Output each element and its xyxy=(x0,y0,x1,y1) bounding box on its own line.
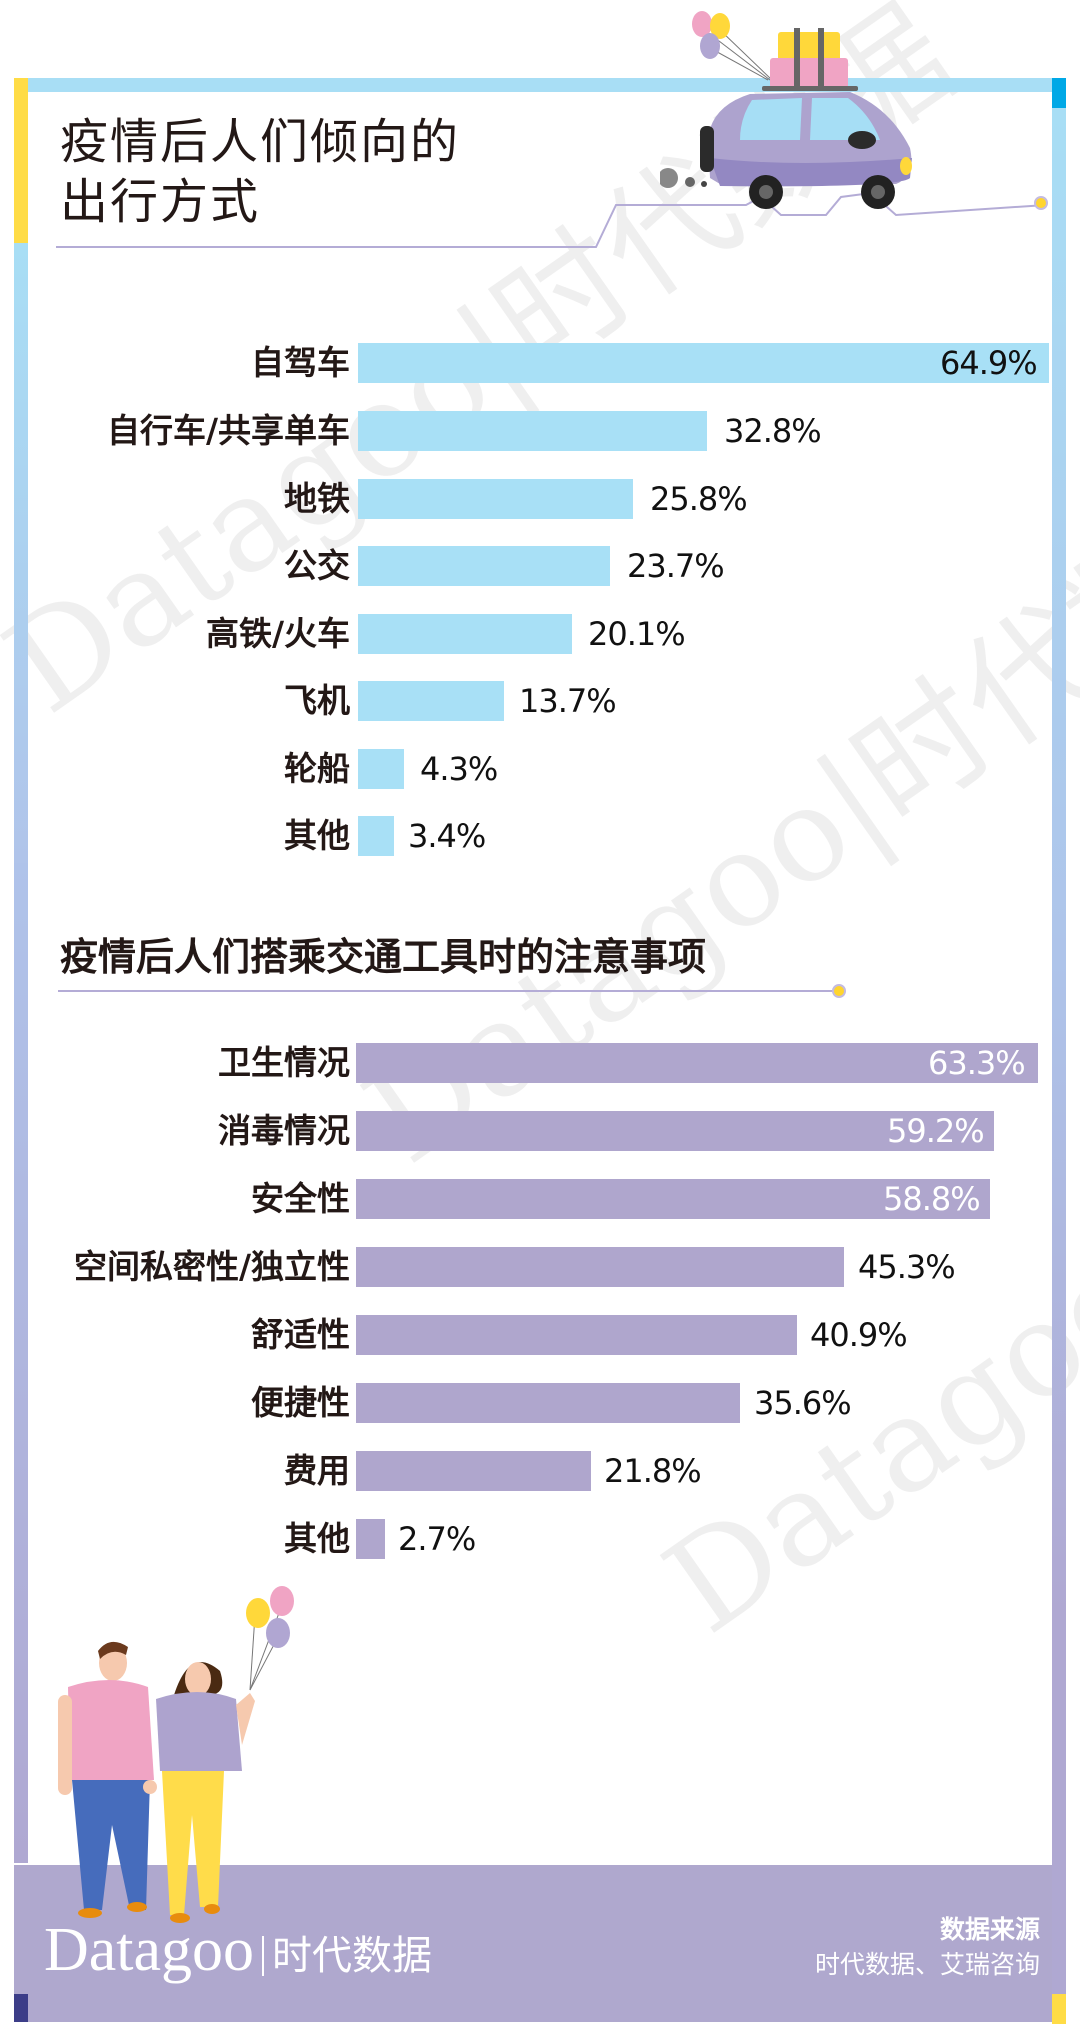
chart1-value-label: 32.8% xyxy=(724,412,822,450)
chart1-category-label: 地铁 xyxy=(284,479,350,518)
chart2-category-label: 便捷性 xyxy=(251,1383,350,1422)
frame-right-accent xyxy=(1052,78,1066,108)
chart2-row: 舒适性 40.9% xyxy=(0,1315,1080,1355)
chart1-row: 公交 23.7% xyxy=(0,546,1080,586)
chart1-bar xyxy=(358,614,572,654)
chart2-bar xyxy=(356,1043,1038,1083)
frame-right-border xyxy=(1052,108,1066,1994)
frame-corner-accent xyxy=(14,1994,28,2022)
brand-name-en: Datagoo xyxy=(44,1916,255,1984)
chart1-row: 地铁 25.8% xyxy=(0,479,1080,519)
chart2-value-label: 21.8% xyxy=(604,1452,702,1490)
chart1-bar xyxy=(358,816,394,856)
chart2-value-label: 45.3% xyxy=(858,1248,956,1286)
chart1-category-label: 公交 xyxy=(284,546,350,585)
chart2-category-label: 空间私密性/独立性 xyxy=(73,1247,350,1286)
chart2-row: 卫生情况 63.3% xyxy=(0,1043,1080,1083)
chart1-bar xyxy=(358,479,633,519)
chart1-row: 飞机 13.7% xyxy=(0,681,1080,721)
chart2-category-label: 消毒情况 xyxy=(218,1111,350,1150)
chart1-title-line2: 出行方式 xyxy=(60,174,261,230)
brand-separator xyxy=(262,1935,265,1976)
chart1-row: 自行车/共享单车 32.8% xyxy=(0,411,1080,451)
chart2-bar xyxy=(356,1315,797,1355)
chart2-value-label: 2.7% xyxy=(398,1520,476,1558)
chart2-value-label: 63.3% xyxy=(928,1044,1026,1082)
chart2-row: 空间私密性/独立性 45.3% xyxy=(0,1247,1080,1287)
chart2-row: 安全性 58.8% xyxy=(0,1179,1080,1219)
chart2-category-label: 其他 xyxy=(284,1519,350,1558)
chart1-value-label: 4.3% xyxy=(420,750,498,788)
chart2-value-label: 59.2% xyxy=(887,1112,985,1150)
chart1-category-label: 自驾车 xyxy=(251,343,350,382)
chart2-category-label: 安全性 xyxy=(251,1179,350,1218)
chart1-row: 高铁/火车 20.1% xyxy=(0,614,1080,654)
chart1-category-label: 飞机 xyxy=(284,681,350,720)
chart1-row: 轮船 4.3% xyxy=(0,749,1080,789)
source-text: 时代数据、艾瑞咨询 xyxy=(814,1950,1040,1979)
title-rule-endpoint-dot xyxy=(832,984,846,998)
chart2-row: 费用 21.8% xyxy=(0,1451,1080,1491)
chart1-row: 自驾车 64.9% xyxy=(0,343,1080,383)
car-illustration-icon xyxy=(660,11,912,209)
chart1-value-label: 3.4% xyxy=(408,817,486,855)
chart1-value-label: 20.1% xyxy=(588,615,686,653)
chart1-value-label: 64.9% xyxy=(940,344,1038,382)
chart1-bar xyxy=(358,411,707,451)
chart2-bar xyxy=(356,1111,994,1151)
chart2-bar xyxy=(356,1519,385,1559)
chart1-value-label: 13.7% xyxy=(519,682,617,720)
couple-illustration-icon xyxy=(58,1586,294,1923)
chart1-category-label: 其他 xyxy=(284,816,350,855)
chart2-value-label: 35.6% xyxy=(754,1384,852,1422)
chart2-category-label: 舒适性 xyxy=(251,1315,350,1354)
chart2-bar xyxy=(356,1179,990,1219)
chart2-row: 其他 2.7% xyxy=(0,1519,1080,1559)
frame-corner-accent xyxy=(1052,1994,1066,2024)
title-rule-endpoint-dot xyxy=(1034,196,1048,210)
chart2-bar xyxy=(356,1247,844,1287)
chart2-title: 疫情后人们搭乘交通工具时的注意事项 xyxy=(60,935,707,979)
brand-name-cn: 时代数据 xyxy=(272,1932,433,1979)
chart1-value-label: 23.7% xyxy=(627,547,725,585)
frame-left-border xyxy=(14,243,28,863)
chart1-bar xyxy=(358,749,404,789)
chart1-bar xyxy=(358,546,610,586)
chart2-bar xyxy=(356,1451,591,1491)
chart2-value-label: 40.9% xyxy=(810,1316,908,1354)
frame-left-accent xyxy=(14,78,28,243)
chart1-category-label: 轮船 xyxy=(284,749,350,788)
chart2-category-label: 卫生情况 xyxy=(218,1043,350,1082)
chart1-row: 其他 3.4% xyxy=(0,816,1080,856)
frame-left-border xyxy=(14,863,28,1863)
brand-logo: Datagoo 时代数据 xyxy=(44,1915,432,1991)
chart2-bar xyxy=(356,1383,740,1423)
chart2-title-rule xyxy=(58,990,836,992)
chart1-title: 疫情后人们倾向的 出行方式 xyxy=(60,112,460,232)
chart1-category-label: 自行车/共享单车 xyxy=(106,411,350,450)
chart2-row: 消毒情况 59.2% xyxy=(0,1111,1080,1151)
footer-band xyxy=(14,1865,1052,2022)
chart2-category-label: 费用 xyxy=(284,1451,350,1490)
chart2-row: 便捷性 35.6% xyxy=(0,1383,1080,1423)
chart1-title-line1: 疫情后人们倾向的 xyxy=(60,114,461,170)
source-heading: 数据来源 xyxy=(939,1915,1040,1944)
chart1-value-label: 25.8% xyxy=(650,480,748,518)
chart1-bar xyxy=(358,343,1049,383)
chart2-value-label: 58.8% xyxy=(883,1180,981,1218)
chart1-bar xyxy=(358,681,504,721)
chart1-category-label: 高铁/火车 xyxy=(205,614,350,653)
